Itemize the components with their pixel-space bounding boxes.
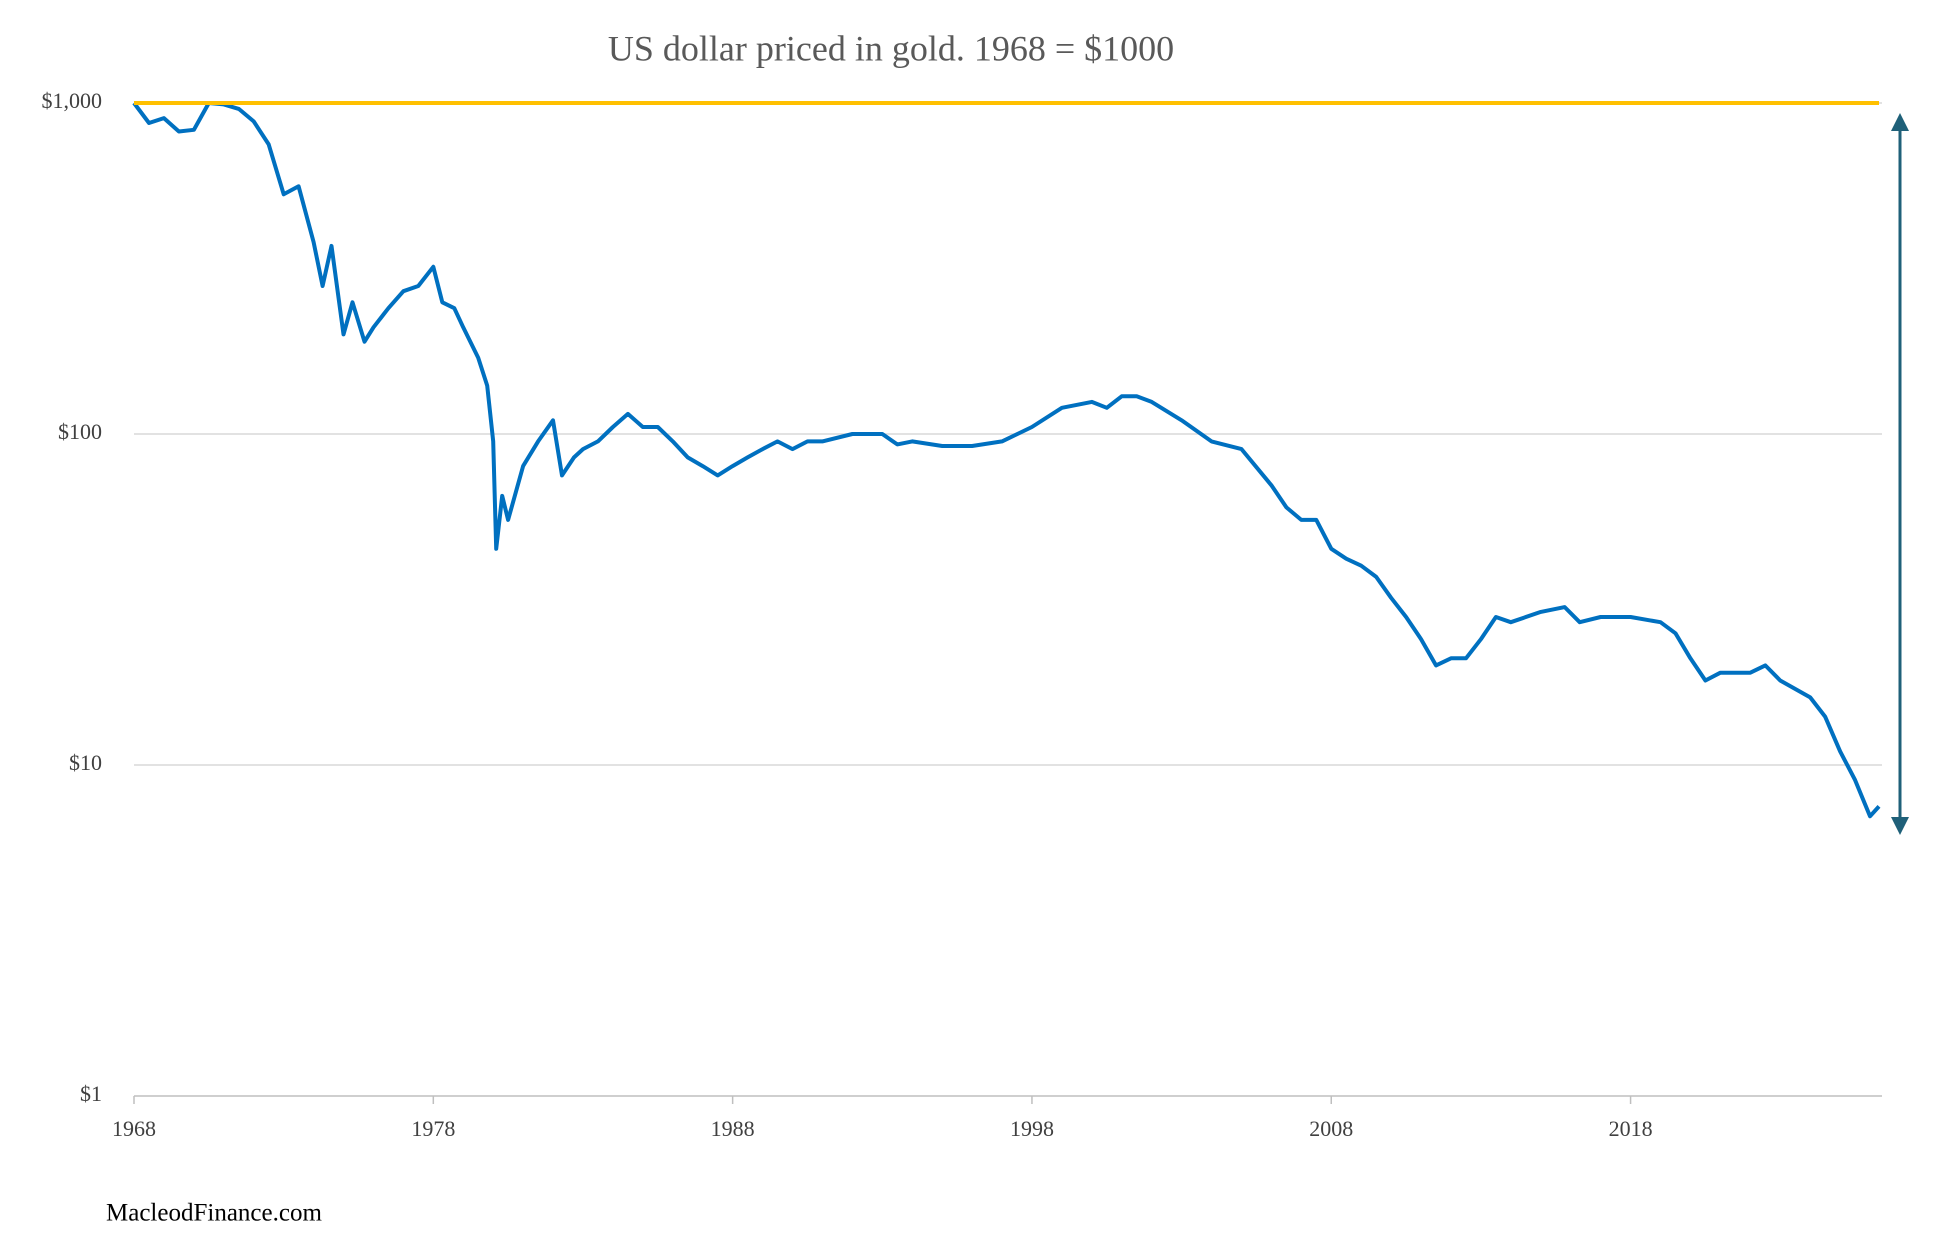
- x-tick-label: 2008: [1309, 1116, 1353, 1141]
- series-line: [132, 101, 1881, 819]
- x-tick-label: 1968: [112, 1116, 156, 1141]
- x-tick-label: 2018: [1609, 1116, 1653, 1141]
- x-tick-label: 1998: [1010, 1116, 1054, 1141]
- source: MacleodFinance.com: [106, 1200, 322, 1227]
- y-tick-label: $10: [69, 750, 102, 775]
- y-tick-label: $1: [80, 1081, 102, 1106]
- y-tick-label: $1,000: [42, 88, 103, 113]
- chart-title: US dollar priced in gold. 1968 = $1000: [608, 28, 1174, 68]
- x-tick-label: 1978: [411, 1116, 455, 1141]
- x-tick-label: 1988: [711, 1116, 755, 1141]
- y-tick-label: $100: [58, 419, 102, 444]
